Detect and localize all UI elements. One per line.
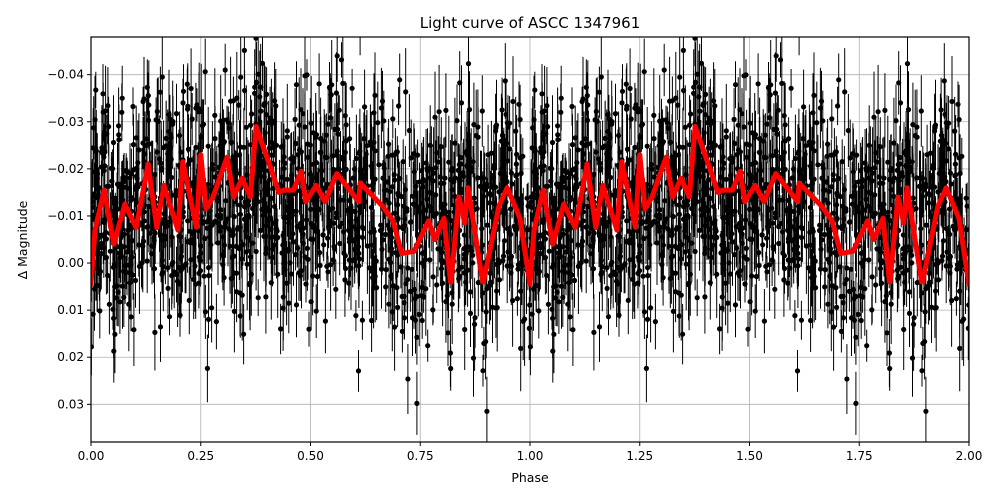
y-tick-label: 0.03 [57, 397, 84, 411]
y-axis-label: Δ Magnitude [15, 200, 30, 279]
x-tick-label: 1.75 [846, 449, 873, 463]
y-tick-label: 0.00 [57, 256, 84, 270]
model-curve [91, 124, 969, 287]
x-axis-ticks: 0.00 0.25 0.50 0.75 1.00 1.25 1.50 1.75 2.00 [78, 442, 983, 463]
y-tick-label: −0.01 [47, 209, 84, 223]
x-tick-label: 0.00 [78, 449, 105, 463]
y-tick-label: 0.01 [57, 303, 84, 317]
y-tick-label: −0.04 [47, 68, 84, 82]
x-tick-label: 1.50 [736, 449, 763, 463]
x-tick-label: 1.25 [626, 449, 653, 463]
y-tick-label: −0.03 [47, 115, 84, 129]
x-tick-label: 0.75 [407, 449, 434, 463]
y-tick-label: 0.02 [57, 350, 84, 364]
x-tick-label: 0.50 [297, 449, 324, 463]
x-axis-label: Phase [511, 470, 549, 485]
x-tick-label: 0.25 [187, 449, 214, 463]
x-tick-label: 1.00 [517, 449, 544, 463]
observation-points [91, 37, 969, 442]
chart-title: Light curve of ASCC 1347961 [420, 14, 641, 32]
x-tick-label: 2.00 [956, 449, 983, 463]
y-axis-ticks: −0.04 −0.03 −0.02 −0.01 0.00 0.01 0.02 0.03 [47, 68, 91, 411]
y-tick-label: −0.02 [47, 162, 84, 176]
